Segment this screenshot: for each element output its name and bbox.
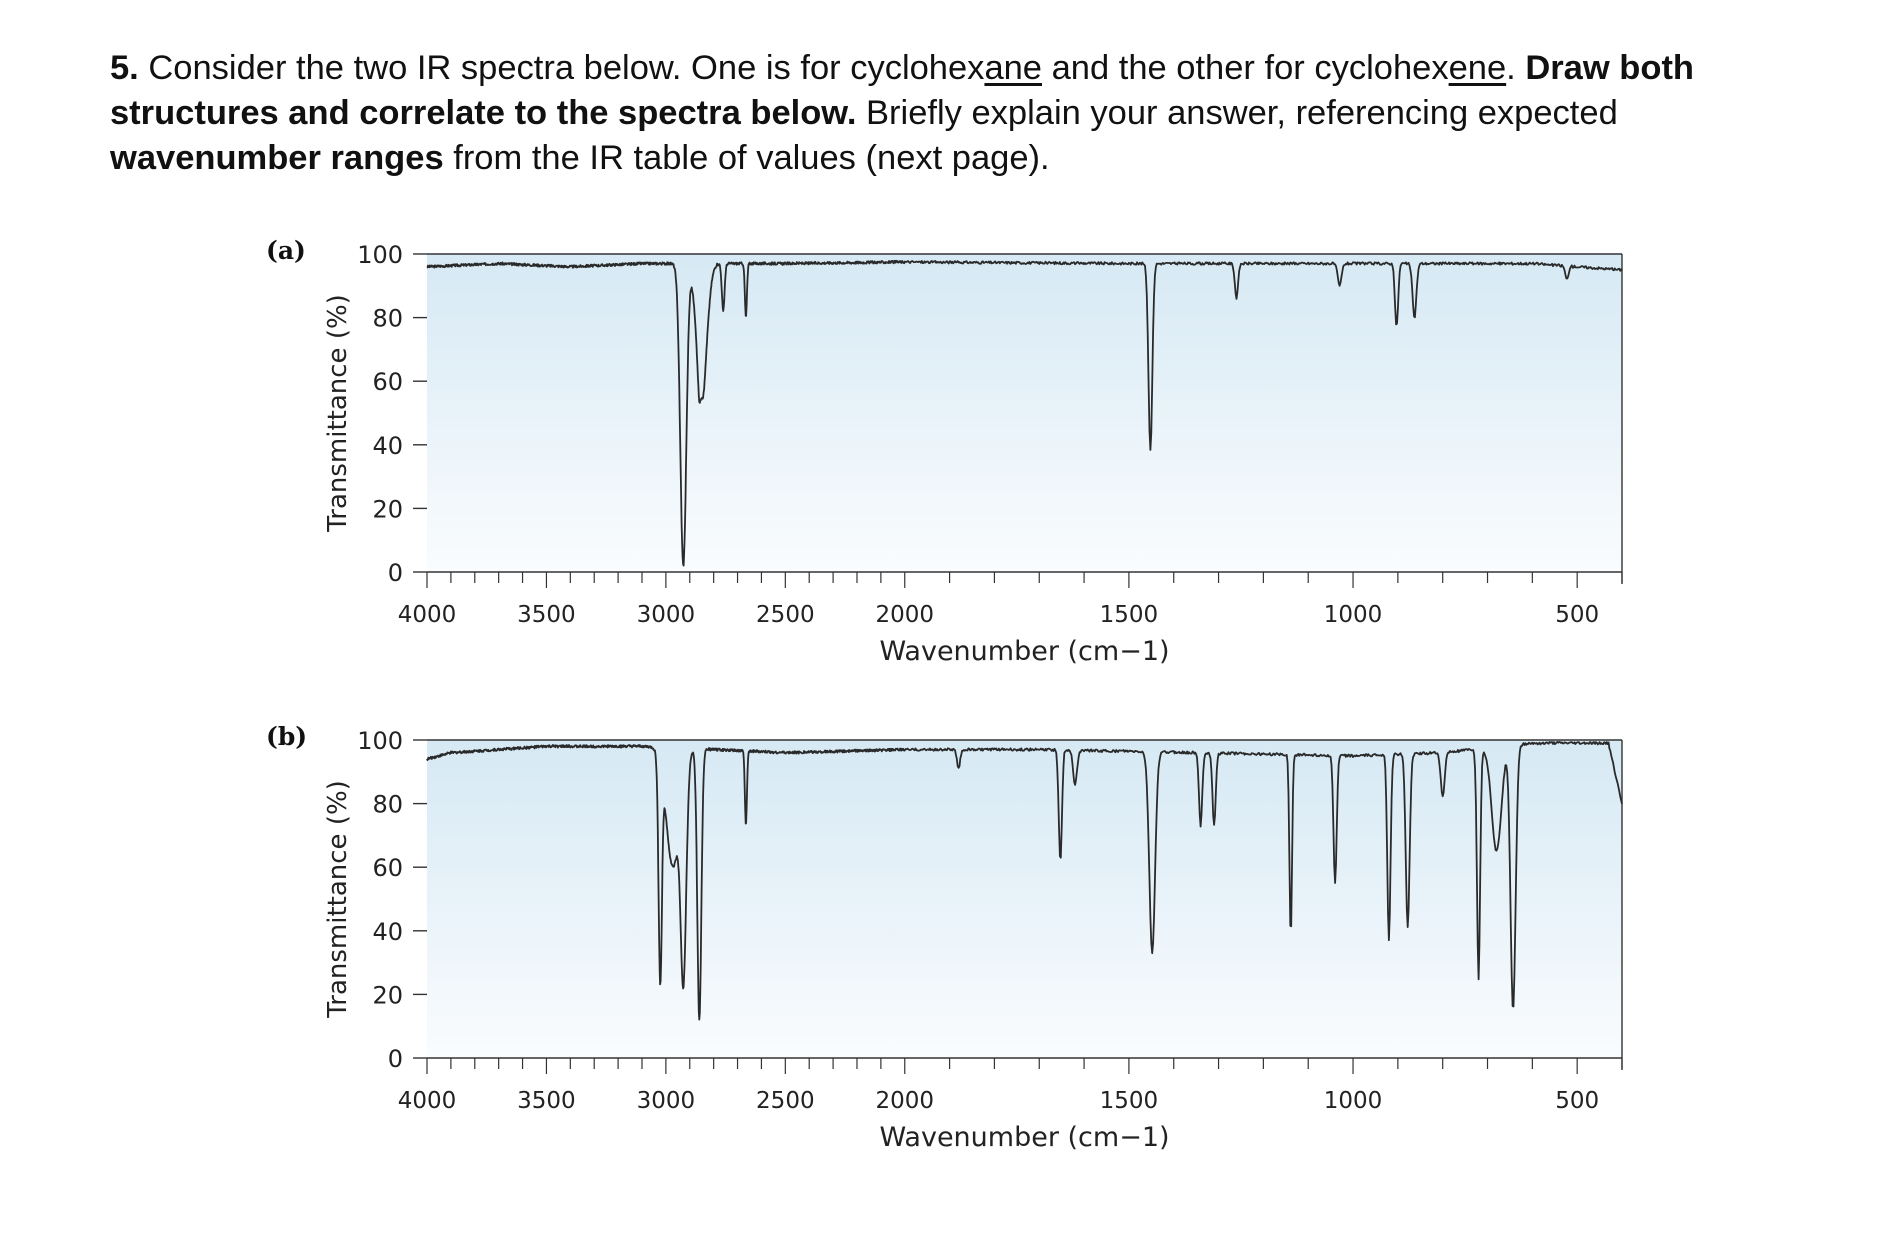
- y-tick-label: 20: [372, 981, 403, 1009]
- x-tick-label: 4000: [398, 1088, 457, 1114]
- spectrum-line: [426, 741, 1623, 1021]
- x-tick-label: 2000: [875, 602, 934, 628]
- x-tick-label: 1500: [1100, 1088, 1159, 1114]
- x-tick-label: 1500: [1100, 602, 1159, 628]
- ene-suffix: ene: [1448, 49, 1507, 87]
- spectrum-chart-b: 0 20 40 60 80 100 4000 3500 3000 2500 2000 1500 1000…: [323, 727, 1623, 1153]
- y-tick-label: 100: [357, 727, 403, 755]
- x-tick-label: 3500: [517, 1088, 576, 1114]
- x-tick-label: 2500: [756, 1088, 815, 1114]
- question-text-1: Briefly explain your answer, referencing…: [866, 94, 1618, 132]
- ane-suffix: ane: [984, 49, 1042, 87]
- x-tick-label: 3500: [517, 602, 576, 628]
- y-tick-label: 20: [372, 495, 403, 523]
- x-tick-label: 4000: [398, 602, 457, 628]
- plot-background: [427, 740, 1622, 1058]
- x-tick-label: 2500: [756, 602, 815, 628]
- question-intro: Consider the two IR spectra below. One i…: [148, 49, 985, 87]
- y-tick-label: 100: [357, 241, 403, 269]
- question-bold-instruction: Draw both structures and correlate to th…: [110, 49, 1695, 132]
- panel-label-b: (b): [266, 722, 308, 751]
- y-tick-label: 60: [372, 854, 403, 882]
- y-tick-label: 80: [372, 305, 403, 333]
- y-tick-label: 60: [372, 368, 403, 396]
- x-tick-label: 3000: [637, 1088, 696, 1114]
- y-tick-label: 80: [372, 791, 403, 819]
- y-tick-label: 40: [372, 432, 403, 460]
- question-period: .: [1506, 49, 1516, 87]
- x-tick-label: 500: [1555, 1088, 1599, 1114]
- plot-background: [427, 254, 1622, 572]
- spectrum-line: [426, 259, 1623, 567]
- y-tick-label: 0: [388, 1045, 403, 1073]
- x-tick-label: 1000: [1324, 1088, 1383, 1114]
- question-text: 5. Consider the two IR spectra below. On…: [110, 46, 1800, 181]
- x-tick-label: 500: [1555, 602, 1599, 628]
- question-bold-ranges: wavenumber ranges: [110, 139, 444, 177]
- y-axis-title: Transmittance (%): [323, 780, 353, 1019]
- x-tick-label: 1000: [1324, 602, 1383, 628]
- question-number: 5.: [110, 49, 139, 87]
- question-mid: and the other for cyclohex: [1051, 49, 1449, 87]
- y-tick-label: 40: [372, 918, 403, 946]
- panel-label-a: (a): [266, 236, 306, 265]
- y-tick-label: 0: [388, 559, 403, 587]
- spectrum-chart-a: 0 20 40 60 80 100 4000 3500 3000 2500 2000 1500 1000…: [323, 241, 1623, 667]
- x-axis-title: Wavenumber (cm−1): [879, 636, 1169, 667]
- question-text-2: from the IR table of values (next page).: [453, 139, 1050, 177]
- x-axis-title: Wavenumber (cm−1): [879, 1122, 1169, 1153]
- x-tick-label: 3000: [637, 602, 696, 628]
- x-tick-label: 2000: [875, 1088, 934, 1114]
- y-axis-title: Transmittance (%): [323, 294, 353, 533]
